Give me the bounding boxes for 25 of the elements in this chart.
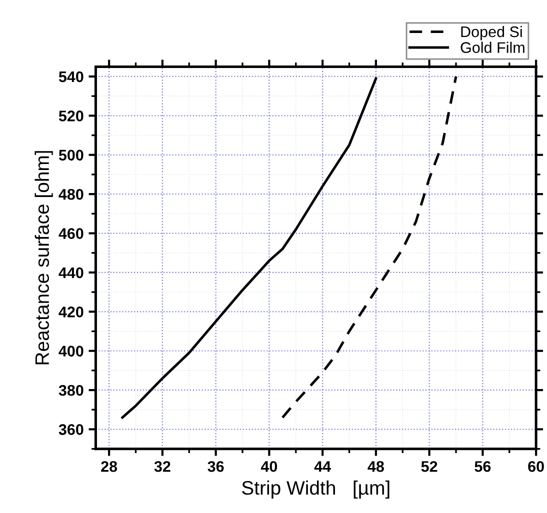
x-tick-label: 28 — [101, 461, 118, 472]
y-tick-label: 540 — [58, 71, 84, 82]
x-tick-label: 36 — [208, 461, 224, 472]
x-tick-label: 60 — [528, 461, 544, 472]
x-axis-title: Strip Width [µm] — [242, 480, 390, 499]
y-tick-label: 400 — [58, 346, 84, 357]
x-tick-label: 44 — [314, 461, 331, 472]
x-tick-label: 52 — [421, 461, 438, 472]
x-tick-label: 32 — [154, 461, 170, 472]
legend-label: Gold Film — [460, 42, 524, 53]
y-tick-label: 380 — [58, 384, 84, 396]
y-tick-label: 500 — [58, 150, 84, 161]
y-tick-label: 520 — [58, 110, 84, 122]
x-tick-label: 48 — [368, 461, 384, 472]
legend-label: Doped Si — [461, 26, 522, 40]
y-tick-label: 440 — [58, 267, 84, 278]
y-tick-label: 480 — [58, 188, 84, 200]
x-tick-label: 40 — [260, 461, 278, 472]
x-tick-label: 56 — [474, 461, 491, 472]
y-tick-label: 460 — [58, 228, 84, 239]
y-tick-label: 420 — [58, 306, 84, 318]
line-series — [281, 75, 458, 419]
y-axis-title: Reactance surface [ohm] — [34, 151, 53, 364]
y-tick-label: 360 — [58, 424, 84, 435]
line-series — [121, 77, 378, 419]
